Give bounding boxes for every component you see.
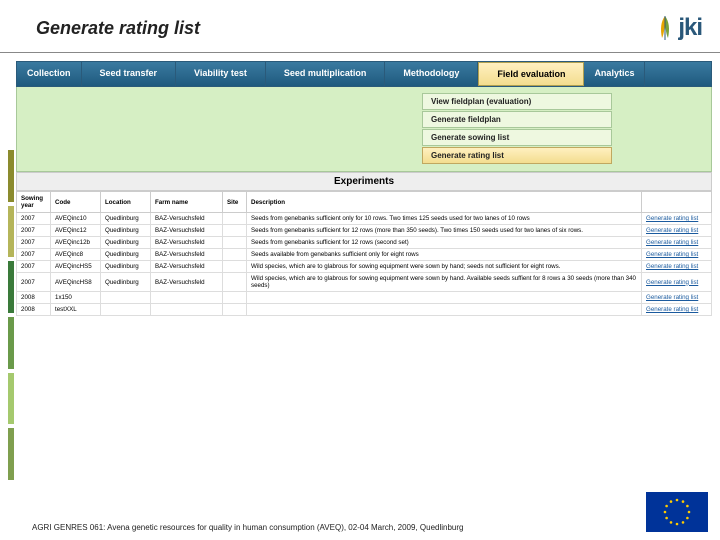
cell-location — [101, 304, 151, 316]
tab-methodology[interactable]: Methodology — [385, 62, 478, 86]
table-row: 2008testXXL Generate rating list — [17, 304, 712, 316]
cell-description: Seeds from genebanks sufficient for 12 r… — [247, 237, 642, 249]
leaf-icon — [654, 14, 676, 42]
cell-description: Wild species, which are to glabrous for … — [247, 261, 642, 273]
table-row: 20081x150 Generate rating list — [17, 292, 712, 304]
cell-location: Quedlinburg — [101, 273, 151, 292]
col-location: Location — [101, 192, 151, 213]
cell-year: 2007 — [17, 213, 51, 225]
submenu-panel: View fieldplan (evaluation) Generate fie… — [16, 87, 712, 172]
cell-year: 2007 — [17, 237, 51, 249]
generate-rating-list-link[interactable]: Generate rating list — [642, 213, 712, 225]
tab-seed-transfer[interactable]: Seed transfer — [82, 62, 177, 86]
cell-site — [223, 273, 247, 292]
submenu-generate-fieldplan[interactable]: Generate fieldplan — [422, 111, 612, 128]
cell-site — [223, 225, 247, 237]
cell-year: 2008 — [17, 292, 51, 304]
cell-code: AVEQinc12 — [51, 225, 101, 237]
cell-description: Seeds from genebanks sufficient for 12 r… — [247, 225, 642, 237]
cell-site — [223, 213, 247, 225]
col-sowing-year: Sowing year — [17, 192, 51, 213]
sidebar-color-stripes — [8, 150, 14, 480]
cell-location: Quedlinburg — [101, 261, 151, 273]
generate-rating-list-link[interactable]: Generate rating list — [642, 273, 712, 292]
tab-field-evaluation[interactable]: Field evaluation — [478, 62, 584, 86]
cell-code: AVEQinc8 — [51, 249, 101, 261]
cell-farm: BAZ-Versuchsfeld — [151, 237, 223, 249]
cell-description — [247, 292, 642, 304]
eu-stars-icon — [657, 496, 697, 528]
logo-text: jki — [678, 14, 702, 42]
col-site: Site — [223, 192, 247, 213]
table-row: 2007AVEQinc8QuedlinburgBAZ-Versuchsfeld S… — [17, 249, 712, 261]
cell-farm — [151, 292, 223, 304]
experiments-heading: Experiments — [16, 172, 712, 191]
cell-site — [223, 249, 247, 261]
cell-site — [223, 292, 247, 304]
cell-code: AVEQincHS5 — [51, 261, 101, 273]
submenu-generate-sowing-list[interactable]: Generate sowing list — [422, 129, 612, 146]
col-code: Code — [51, 192, 101, 213]
tab-seed-multiplication[interactable]: Seed multiplication — [266, 62, 386, 86]
cell-farm: BAZ-Versuchsfeld — [151, 213, 223, 225]
tab-viability-test[interactable]: Viability test — [176, 62, 266, 86]
generate-rating-list-link[interactable]: Generate rating list — [642, 292, 712, 304]
cell-year: 2007 — [17, 225, 51, 237]
cell-location: Quedlinburg — [101, 225, 151, 237]
cell-site — [223, 261, 247, 273]
cell-year: 2007 — [17, 273, 51, 292]
cell-farm: BAZ-Versuchsfeld — [151, 261, 223, 273]
cell-description: Seeds available from genebanks sufficien… — [247, 249, 642, 261]
cell-code: AVEQinc10 — [51, 213, 101, 225]
cell-location: Quedlinburg — [101, 213, 151, 225]
cell-location — [101, 292, 151, 304]
cell-code: testXXL — [51, 304, 101, 316]
table-row: 2007AVEQinc12bQuedlinburgBAZ-Versuchsfel… — [17, 237, 712, 249]
generate-rating-list-link[interactable]: Generate rating list — [642, 249, 712, 261]
table-row: 2007AVEQinc12QuedlinburgBAZ-Versuchsfeld… — [17, 225, 712, 237]
col-action — [642, 192, 712, 213]
cell-description: Wild species, which are to glabrous for … — [247, 273, 642, 292]
cell-code: 1x150 — [51, 292, 101, 304]
experiments-table: Sowing year Code Location Farm name Site… — [16, 191, 712, 316]
cell-year: 2008 — [17, 304, 51, 316]
cell-year: 2007 — [17, 261, 51, 273]
table-row: 2007AVEQincHS8QuedlinburgBAZ-Versuchsfel… — [17, 273, 712, 292]
page-title: Generate rating list — [36, 18, 200, 39]
cell-farm: BAZ-Versuchsfeld — [151, 249, 223, 261]
cell-code: AVEQincHS8 — [51, 273, 101, 292]
tab-analytics[interactable]: Analytics — [584, 62, 645, 86]
cell-farm — [151, 304, 223, 316]
cell-description: Seeds from genebanks sufficient only for… — [247, 213, 642, 225]
jki-logo: jki — [654, 14, 702, 42]
cell-location: Quedlinburg — [101, 249, 151, 261]
submenu-view-fieldplan[interactable]: View fieldplan (evaluation) — [422, 93, 612, 110]
eu-flag — [646, 492, 708, 532]
tab-collection[interactable]: Collection — [17, 62, 82, 86]
generate-rating-list-link[interactable]: Generate rating list — [642, 225, 712, 237]
cell-farm: BAZ-Versuchsfeld — [151, 225, 223, 237]
table-row: 2007AVEQinc10QuedlinburgBAZ-Versuchsfeld… — [17, 213, 712, 225]
cell-site — [223, 304, 247, 316]
cell-site — [223, 237, 247, 249]
table-row: 2007AVEQincHS5QuedlinburgBAZ-Versuchsfel… — [17, 261, 712, 273]
cell-description — [247, 304, 642, 316]
main-tabbar: Collection Seed transfer Viability test … — [16, 61, 712, 87]
col-description: Description — [247, 192, 642, 213]
cell-farm: BAZ-Versuchsfeld — [151, 273, 223, 292]
generate-rating-list-link[interactable]: Generate rating list — [642, 304, 712, 316]
col-farm-name: Farm name — [151, 192, 223, 213]
footer-text: AGRI GENRES 061: Avena genetic resources… — [32, 523, 463, 532]
submenu-generate-rating-list[interactable]: Generate rating list — [422, 147, 612, 164]
cell-location: Quedlinburg — [101, 237, 151, 249]
generate-rating-list-link[interactable]: Generate rating list — [642, 261, 712, 273]
cell-year: 2007 — [17, 249, 51, 261]
generate-rating-list-link[interactable]: Generate rating list — [642, 237, 712, 249]
cell-code: AVEQinc12b — [51, 237, 101, 249]
